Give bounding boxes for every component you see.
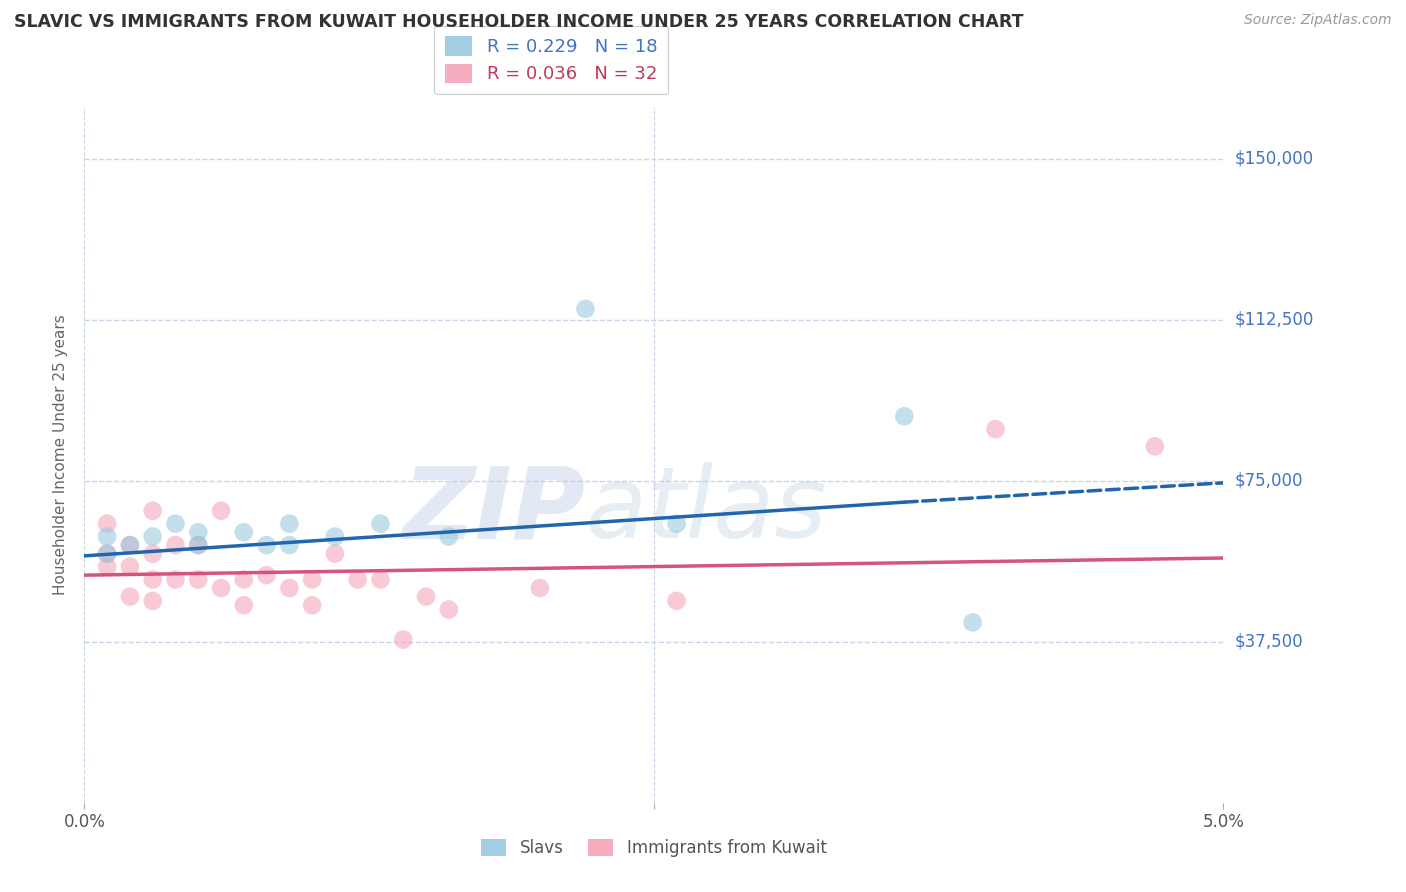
Text: $75,000: $75,000 bbox=[1234, 472, 1303, 490]
Y-axis label: Householder Income Under 25 years: Householder Income Under 25 years bbox=[53, 315, 69, 595]
Point bbox=[346, 573, 368, 587]
Text: atlas: atlas bbox=[585, 462, 827, 559]
Point bbox=[392, 632, 415, 647]
Point bbox=[665, 516, 688, 531]
Point bbox=[893, 409, 915, 424]
Point bbox=[962, 615, 984, 630]
Point bbox=[165, 538, 187, 552]
Point bbox=[96, 547, 118, 561]
Point bbox=[323, 547, 346, 561]
Point bbox=[370, 573, 392, 587]
Text: ZIP: ZIP bbox=[402, 462, 585, 559]
Point bbox=[232, 599, 254, 613]
Point bbox=[278, 538, 301, 552]
Legend: Slavs, Immigrants from Kuwait: Slavs, Immigrants from Kuwait bbox=[474, 832, 834, 864]
Point bbox=[1143, 439, 1166, 453]
Point bbox=[209, 581, 232, 595]
Point bbox=[118, 559, 141, 574]
Point bbox=[142, 547, 165, 561]
Point bbox=[187, 573, 209, 587]
Point bbox=[187, 538, 209, 552]
Point bbox=[209, 504, 232, 518]
Point bbox=[415, 590, 437, 604]
Point bbox=[323, 529, 346, 543]
Point bbox=[142, 594, 165, 608]
Point bbox=[278, 516, 301, 531]
Point bbox=[165, 573, 187, 587]
Point bbox=[665, 594, 688, 608]
Point bbox=[232, 525, 254, 540]
Text: $150,000: $150,000 bbox=[1234, 150, 1313, 168]
Point bbox=[437, 602, 460, 616]
Point bbox=[118, 538, 141, 552]
Point bbox=[96, 516, 118, 531]
Point bbox=[301, 599, 323, 613]
Point bbox=[118, 590, 141, 604]
Point bbox=[301, 573, 323, 587]
Text: SLAVIC VS IMMIGRANTS FROM KUWAIT HOUSEHOLDER INCOME UNDER 25 YEARS CORRELATION C: SLAVIC VS IMMIGRANTS FROM KUWAIT HOUSEHO… bbox=[14, 13, 1024, 31]
Point bbox=[165, 516, 187, 531]
Point bbox=[256, 568, 278, 582]
Point bbox=[118, 538, 141, 552]
Point bbox=[96, 559, 118, 574]
Point bbox=[370, 516, 392, 531]
Point bbox=[142, 529, 165, 543]
Text: $112,500: $112,500 bbox=[1234, 310, 1313, 328]
Point bbox=[256, 538, 278, 552]
Point bbox=[984, 422, 1007, 436]
Point bbox=[142, 504, 165, 518]
Point bbox=[437, 529, 460, 543]
Text: $37,500: $37,500 bbox=[1234, 632, 1303, 651]
Text: Source: ZipAtlas.com: Source: ZipAtlas.com bbox=[1244, 13, 1392, 28]
Point bbox=[142, 573, 165, 587]
Point bbox=[278, 581, 301, 595]
Point bbox=[574, 301, 596, 316]
Point bbox=[187, 538, 209, 552]
Point bbox=[232, 573, 254, 587]
Point bbox=[96, 547, 118, 561]
Point bbox=[187, 525, 209, 540]
Point bbox=[529, 581, 551, 595]
Point bbox=[96, 529, 118, 543]
